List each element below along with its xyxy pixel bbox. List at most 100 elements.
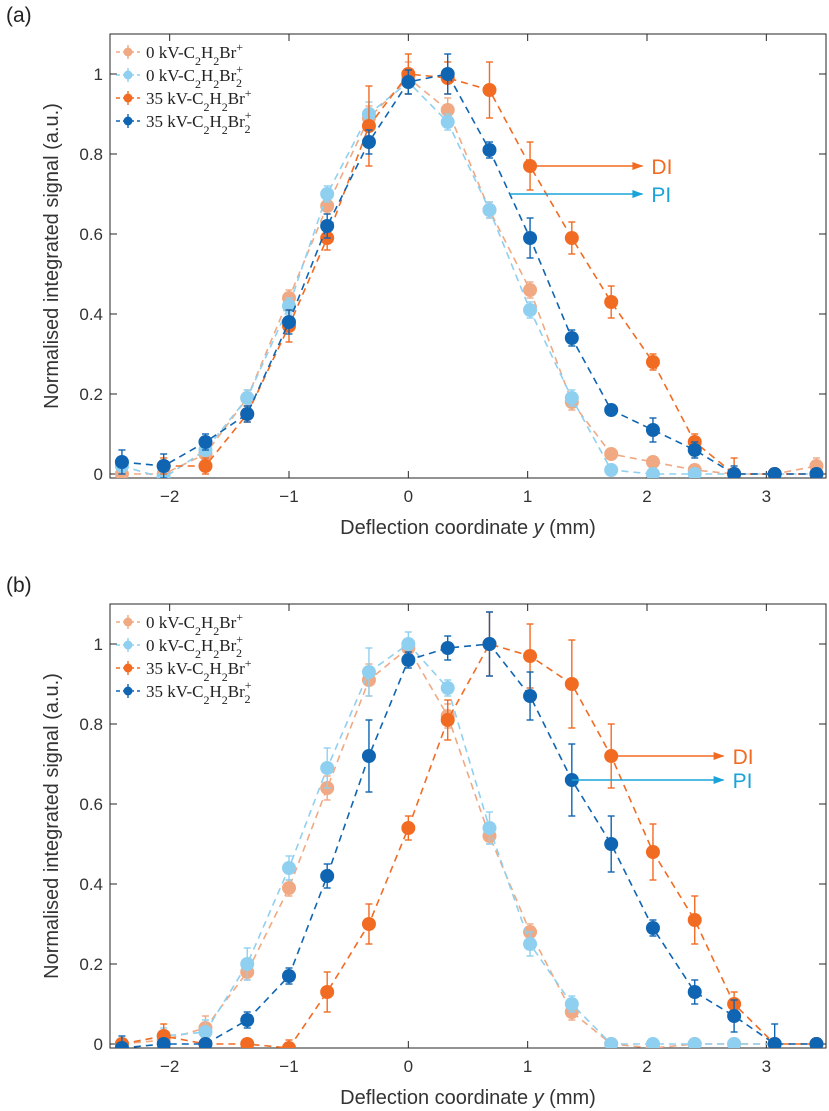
panel-label: (b): [6, 574, 32, 597]
series-line: [121, 646, 817, 1048]
data-point: [564, 391, 579, 405]
data-point: [727, 1009, 742, 1023]
data-point: [440, 713, 455, 727]
data-point: [156, 459, 171, 473]
legend: 0 kV-C2H2Br+0 kV-C2H2Br+ 235 kV-C2H2Br+35…: [116, 610, 252, 707]
data-point: [240, 957, 255, 971]
legend-marker: [123, 47, 133, 57]
data-point: [198, 435, 213, 449]
y-tick-label: 1: [94, 65, 103, 84]
legend: 0 kV-C2H2Br+0 kV-C2H2Br+ 235 kV-C2H2Br+35…: [116, 40, 252, 137]
data-point: [482, 83, 497, 97]
data-point: [604, 1037, 619, 1048]
data-point: [687, 1037, 702, 1048]
data-point: [440, 681, 455, 695]
data-point: [564, 331, 579, 345]
panel-b: (b) −2 −1 0 1 2 3 0 0.2 0.4 0.6 0.8 1 Deflection coor…: [6, 574, 827, 1109]
data-point: [361, 749, 376, 763]
data-point: [564, 231, 579, 245]
x-tick-label: 2: [642, 1057, 651, 1076]
legend-marker: [123, 93, 133, 103]
data-point: [156, 1037, 171, 1048]
y-axis-label: Normalised integrated signal (a.u.): [41, 673, 63, 979]
data-point: [282, 881, 296, 895]
data-point: [401, 821, 416, 835]
data-point: [523, 303, 538, 317]
y-tick-label: 0: [94, 465, 103, 484]
data-point: [282, 969, 296, 983]
annotation-pi: PI: [571, 770, 753, 793]
data-point: [114, 1041, 129, 1048]
legend-label: 0 kV-C2H2Br+ 2: [146, 62, 243, 91]
data-point: [440, 641, 455, 655]
x-tick-label: 0: [404, 487, 413, 506]
legend-entry: 0 kV-C2H2Br+: [116, 40, 243, 68]
data-point: [198, 459, 213, 473]
legend-marker: [123, 640, 133, 650]
data-point: [687, 467, 702, 478]
x-tick-label: 3: [762, 487, 771, 506]
data-point: [687, 443, 702, 457]
data-point: [282, 1041, 296, 1048]
annotation-di: DI: [530, 156, 672, 179]
data-point: [282, 861, 296, 875]
data-point: [320, 761, 335, 775]
data-point: [282, 315, 296, 329]
data-point: [440, 67, 455, 81]
legend-label: 35 kV-C2H2Br+: [146, 86, 252, 114]
data-point: [767, 467, 782, 478]
data-point: [240, 1037, 255, 1048]
y-tick-label: 0.2: [79, 955, 103, 974]
y-axis-label: Normalised integrated signal (a.u.): [41, 103, 63, 409]
legend-marker: [123, 686, 133, 696]
data-point: [198, 1037, 213, 1048]
panel-a: (a) −2 −1 0 1 2 3 0 0.2 0.4 0.6 0.8 1 Deflection coor…: [6, 4, 827, 539]
data-point: [687, 913, 702, 927]
series-3: [114, 611, 824, 1048]
legend-entry: 0 kV-C2H2Br+: [116, 610, 243, 638]
data-point: [604, 463, 619, 477]
annotation-di: DI: [611, 746, 754, 769]
plot-area: [114, 53, 824, 478]
axes-box: [109, 603, 827, 1049]
legend-marker: [123, 617, 133, 627]
data-point: [114, 455, 129, 469]
y-tick-label: 0.4: [79, 875, 103, 894]
data-point: [523, 689, 538, 703]
data-point: [809, 467, 824, 478]
x-tick-label: 1: [523, 1057, 532, 1076]
axes-box: [109, 33, 827, 479]
data-point: [564, 677, 579, 691]
y-tick-label: 0: [94, 1035, 103, 1054]
data-point: [645, 355, 660, 369]
series-3: [114, 53, 824, 478]
legend-entry: 0 kV-C2H2Br+ 2: [116, 62, 243, 91]
annotation-label: PI: [733, 770, 753, 793]
data-point: [482, 821, 497, 835]
legend-marker: [123, 70, 133, 80]
y-tick-label: 0.6: [79, 795, 103, 814]
x-tick-label: 2: [642, 487, 651, 506]
data-point: [645, 467, 660, 478]
x-axis-label: Deflection coordinate y (mm): [340, 1087, 596, 1109]
data-point: [482, 637, 497, 651]
legend-entry: 0 kV-C2H2Br+ 2: [116, 632, 243, 661]
x-tick-label: −2: [160, 1057, 179, 1076]
series-line: [121, 73, 817, 475]
x-tick-label: 3: [762, 1057, 771, 1076]
data-point: [401, 637, 416, 651]
y-tick-label: 0.6: [79, 225, 103, 244]
data-point: [604, 295, 619, 309]
x-tick-label: 0: [404, 1057, 413, 1076]
annotation-label: PI: [651, 184, 671, 207]
arrow-head: [632, 190, 644, 198]
panel-label: (a): [6, 4, 32, 27]
data-point: [240, 407, 255, 421]
data-point: [523, 649, 538, 663]
x-tick-label: −1: [279, 487, 298, 506]
legend-label: 35 kV-C2H2Br+ 2: [146, 108, 252, 137]
data-point: [727, 467, 742, 478]
legend-entry: 35 kV-C2H2Br+ 2: [116, 108, 252, 137]
x-tick-label: 1: [523, 487, 532, 506]
annotation-label: DI: [651, 156, 672, 179]
